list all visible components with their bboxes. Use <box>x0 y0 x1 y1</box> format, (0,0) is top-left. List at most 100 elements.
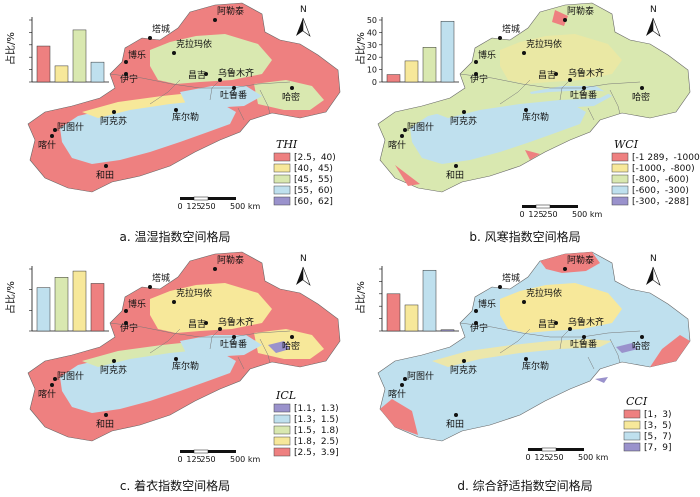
city-dot <box>568 78 572 82</box>
bar <box>440 20 455 83</box>
city-dot <box>640 86 644 90</box>
city-dot <box>213 267 217 271</box>
city-label: 哈密 <box>632 91 650 103</box>
legend-title: THI <box>276 138 298 151</box>
legend-label: [40，45) <box>294 164 333 174</box>
legend-title: WCI <box>614 138 639 151</box>
bar <box>422 269 437 332</box>
city-label: 和田 <box>446 170 464 181</box>
legend-label: [1.3，1.5) <box>294 415 339 425</box>
city-label: 乌鲁木齐 <box>218 67 254 79</box>
city-label: 阿勒泰 <box>217 5 244 17</box>
y-axis-label: 占比/% <box>354 32 367 65</box>
north-arrow: N <box>646 5 661 37</box>
north-arrow: N <box>646 254 661 286</box>
city-dot <box>290 86 294 90</box>
city-dot <box>148 36 152 40</box>
legend-label: [-1000，-800) <box>632 164 695 174</box>
north-arrow-icon <box>646 267 653 285</box>
city-label: 伊宁 <box>470 322 488 334</box>
legend-a: THI [2.5，40)[40，45)[45，55)[55，60)[60，62] <box>273 138 336 207</box>
caption-c: c. 着衣指数空间格局 <box>119 479 231 493</box>
city-label: 库尔勒 <box>172 360 199 372</box>
city-label: 和田 <box>96 170 114 181</box>
bar <box>386 74 401 83</box>
scale-label: 125 <box>186 202 201 211</box>
legend-label: [2.5，40) <box>294 153 336 163</box>
legend-label: [-1 289，-1000) <box>632 153 700 163</box>
city-label: 阿勒泰 <box>567 5 594 17</box>
y-axis-label: 占比/% <box>354 281 367 314</box>
legend-label: [-600，-300) <box>632 186 689 196</box>
city-dot <box>474 321 478 325</box>
city-dot <box>213 18 217 22</box>
y-tick-label: 10 <box>367 66 377 75</box>
city-label: 塔城 <box>152 272 170 284</box>
legend-swatch <box>273 414 291 424</box>
city-dot <box>400 134 404 138</box>
city-dot <box>474 60 478 64</box>
city-dot <box>148 285 152 289</box>
city-label: 乌鲁木齐 <box>568 67 604 79</box>
legend-b: WCI [-1 289，-1000)[-1000，-800)[-800，-600)… <box>611 138 700 207</box>
city-label: 伊宁 <box>120 73 138 85</box>
city-dot <box>454 164 458 168</box>
city-label: 吐鲁番 <box>220 338 247 350</box>
city-label: 塔城 <box>502 272 520 284</box>
y-tick-label: 0 <box>372 78 377 87</box>
city-dot <box>124 321 128 325</box>
bar <box>386 293 401 332</box>
legend-label: [-300，-288] <box>632 197 689 207</box>
city-dot <box>498 36 502 40</box>
city-label: 喀什 <box>388 388 406 400</box>
y-tick-label: 30 <box>367 41 377 50</box>
city-label: 昌吉 <box>188 319 206 330</box>
legend-swatch <box>611 196 629 206</box>
legend-swatch <box>273 185 291 195</box>
city-dot <box>172 51 176 55</box>
city-dot <box>50 134 54 138</box>
caption-b: b. 风寒指数空间格局 <box>469 230 581 244</box>
city-dot <box>522 300 526 304</box>
city-dot <box>218 327 222 331</box>
city-dot <box>50 383 54 387</box>
city-dot <box>563 267 567 271</box>
city-label: 克拉玛依 <box>526 287 562 299</box>
city-dot <box>124 72 128 76</box>
bar <box>422 47 437 83</box>
legend-swatch <box>273 436 291 446</box>
legend-label: [1，3) <box>644 410 671 420</box>
city-label: 昌吉 <box>538 319 556 330</box>
city-label: 哈密 <box>282 91 300 103</box>
north-arrow: N <box>296 5 311 37</box>
bar <box>72 29 87 83</box>
legend-title: CCI <box>626 395 648 408</box>
city-dot <box>474 72 478 76</box>
bar-chart-c: 占比/% <box>4 266 109 332</box>
city-dot <box>563 18 567 22</box>
panel-d: 阿勒泰 塔城 克拉玛依 博乐 伊宁 昌吉 乌鲁木齐 吐鲁番 哈密 阿克苏 库尔勒 阿图什 喀什 和田 占比… <box>350 249 700 497</box>
city-label: 吐鲁番 <box>570 89 597 101</box>
legend-label: [1.8，2.5) <box>294 437 339 447</box>
city-label: 伊宁 <box>470 73 488 85</box>
city-label: 克拉玛依 <box>176 287 212 299</box>
scale-label: 250 <box>548 453 563 462</box>
city-label: 和田 <box>96 419 114 430</box>
bar <box>54 65 69 83</box>
city-label: 博乐 <box>478 298 496 310</box>
legend-swatch <box>623 431 641 441</box>
panel-c: 阿勒泰 塔城 克拉玛依 博乐 伊宁 昌吉 乌鲁木齐 吐鲁番 哈密 阿克苏 库尔勒 阿图什 喀什 和田 占比… <box>0 249 350 497</box>
city-label: 克拉玛依 <box>176 38 212 50</box>
city-label: 乌鲁木齐 <box>568 316 604 328</box>
city-label: 吐鲁番 <box>220 89 247 101</box>
